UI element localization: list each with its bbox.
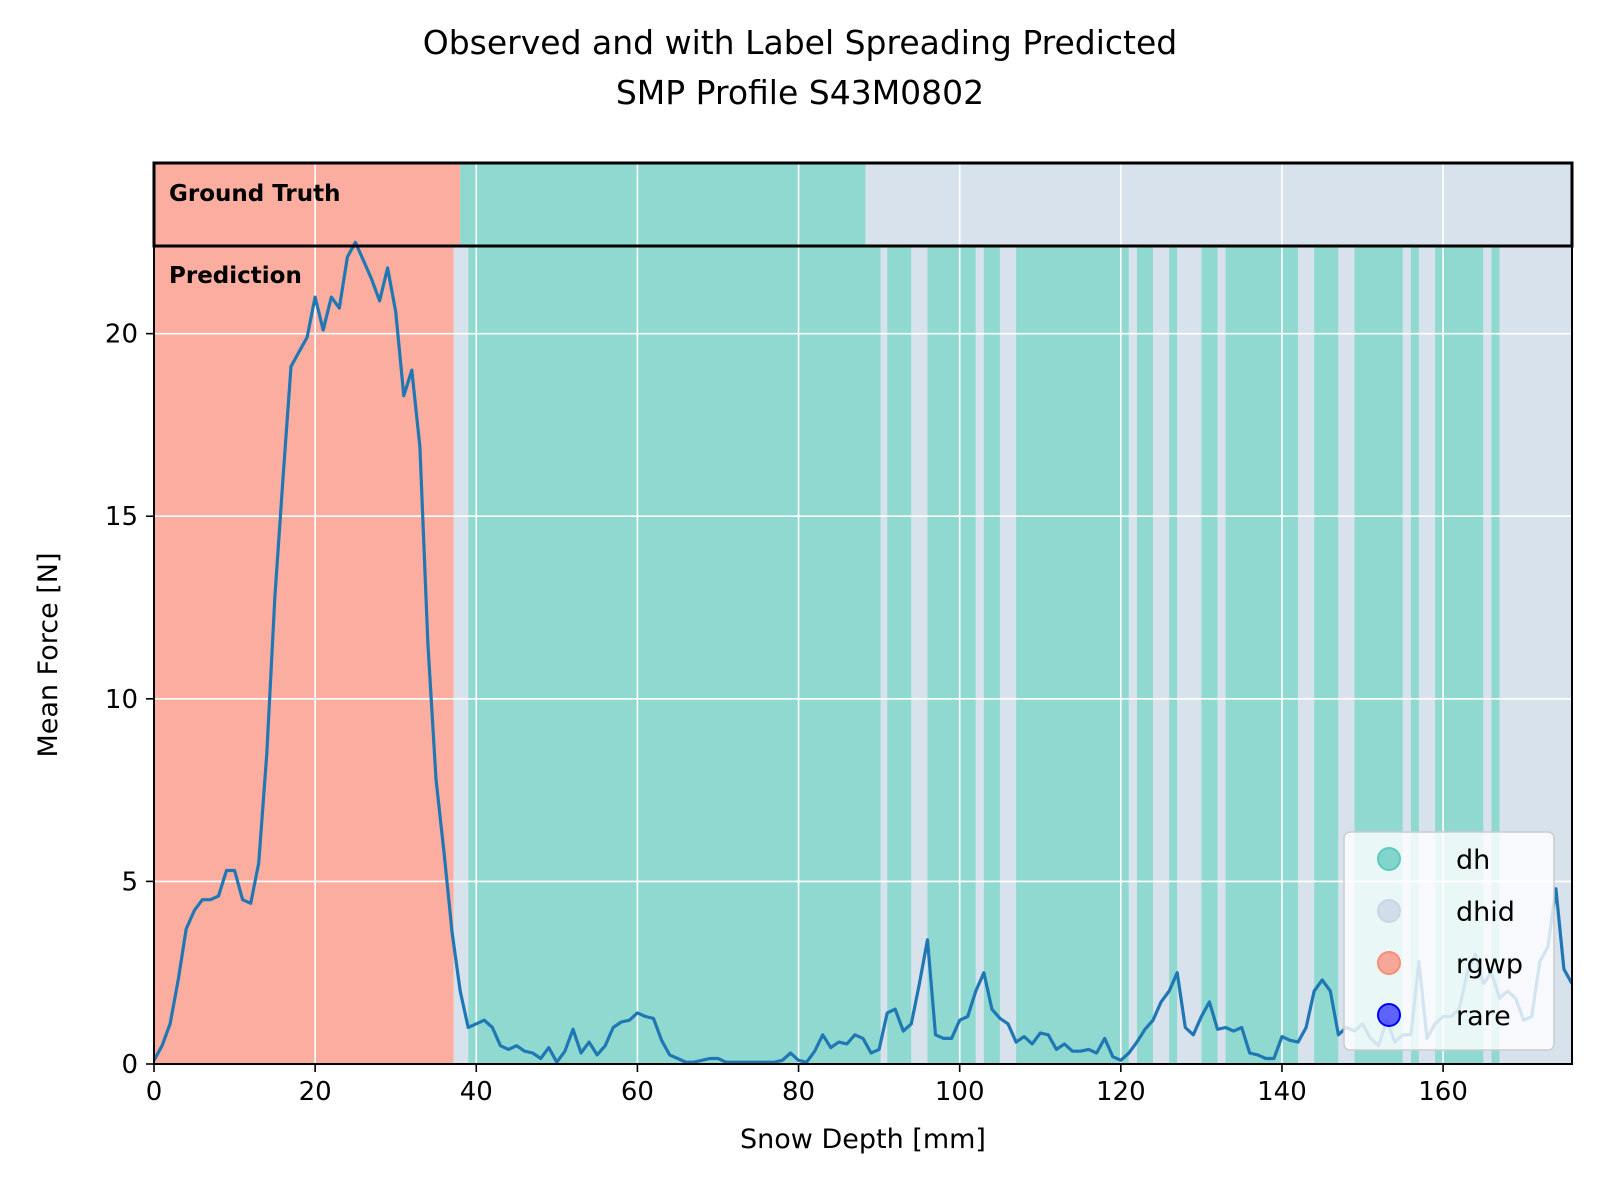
x-tick-label: 20	[299, 1077, 332, 1107]
prediction-segment-dh	[927, 246, 976, 1064]
prediction-segment-dhid	[1217, 246, 1226, 1064]
x-tick-label: 60	[621, 1077, 654, 1107]
legend-label-dhid: dhid	[1456, 897, 1515, 928]
x-axis-label: Snow Depth [mm]	[740, 1124, 986, 1155]
ground-truth-bands	[154, 163, 1572, 246]
ground-truth-label: Ground Truth	[169, 181, 341, 207]
chart-subtitle: SMP Profile S43M0802	[616, 73, 984, 112]
prediction-segment-dh	[1314, 246, 1339, 1064]
prediction-segment-dh	[1169, 246, 1178, 1064]
prediction-segment-dhid	[1402, 246, 1411, 1064]
legend-label-dh: dh	[1456, 845, 1490, 876]
legend-label-rare: rare	[1456, 1001, 1511, 1032]
x-tick-label: 80	[782, 1077, 815, 1107]
prediction-segment-dhid	[453, 246, 469, 1064]
legend: dh dhid rgwp rare	[1343, 831, 1555, 1051]
legend-marker-dh	[1377, 847, 1401, 871]
x-tick-label: 140	[1257, 1077, 1307, 1107]
prediction-segment-dhid	[1128, 246, 1137, 1064]
force-line-layer	[154, 240, 1572, 1064]
prediction-segment-dhid	[911, 246, 928, 1064]
prediction-segment-dhid	[999, 246, 1017, 1064]
chart-title: Observed and with Label Spreading Predic…	[423, 23, 1178, 62]
prediction-segment-dhid	[1153, 246, 1170, 1064]
grid	[154, 163, 1572, 1064]
plot-frame	[153, 162, 1573, 1065]
legend-marker-rare	[1377, 1003, 1401, 1027]
legend-label-rgwp: rgwp	[1456, 949, 1523, 980]
y-axis-label: Mean Force [N]	[33, 552, 64, 757]
prediction-segment-rgwp	[154, 246, 454, 1064]
prediction-segment-dhid	[1483, 246, 1492, 1064]
x-axis-ticks: 0 20 40 60 80 100 120 140 160	[146, 1064, 1468, 1107]
prediction-segment-dhid	[1177, 246, 1202, 1064]
prediction-segment-dh	[1491, 246, 1500, 1064]
prediction-segment-dhid	[975, 246, 984, 1064]
prediction-segment-dh	[1410, 246, 1419, 1064]
y-tick-label: 0	[121, 1050, 138, 1080]
prediction-segment-dh	[1016, 246, 1129, 1064]
prediction-segment-dh	[983, 246, 1000, 1064]
ground-truth-segment-rgwp	[154, 163, 461, 246]
legend-box	[1343, 831, 1555, 1051]
prediction-segment-dh	[1201, 246, 1218, 1064]
prediction-segment-dh	[468, 246, 881, 1064]
force-line	[154, 240, 1572, 1064]
prediction-label: Prediction	[169, 263, 302, 289]
y-tick-label: 20	[105, 320, 138, 350]
y-tick-label: 15	[105, 502, 138, 532]
x-tick-label: 100	[935, 1077, 985, 1107]
prediction-segment-dh	[887, 246, 912, 1064]
prediction-segment-dhid	[1298, 246, 1315, 1064]
ground-truth-segment-dh	[460, 163, 866, 246]
legend-marker-rgwp	[1377, 951, 1401, 975]
legend-marker-dhid	[1377, 899, 1401, 923]
x-tick-label: 40	[460, 1077, 493, 1107]
y-tick-label: 10	[105, 685, 138, 715]
prediction-segment-dh	[1225, 246, 1299, 1064]
y-axis-ticks: 0 5 10 15 20	[105, 320, 154, 1080]
prediction-segment-dh	[1136, 246, 1154, 1064]
prediction-segment-dhid	[880, 246, 888, 1064]
x-tick-label: 120	[1096, 1077, 1146, 1107]
x-tick-label: 0	[146, 1077, 163, 1107]
ground-truth-segment-dhid	[865, 163, 1572, 246]
x-tick-label: 160	[1418, 1077, 1468, 1107]
y-tick-label: 5	[121, 867, 138, 897]
